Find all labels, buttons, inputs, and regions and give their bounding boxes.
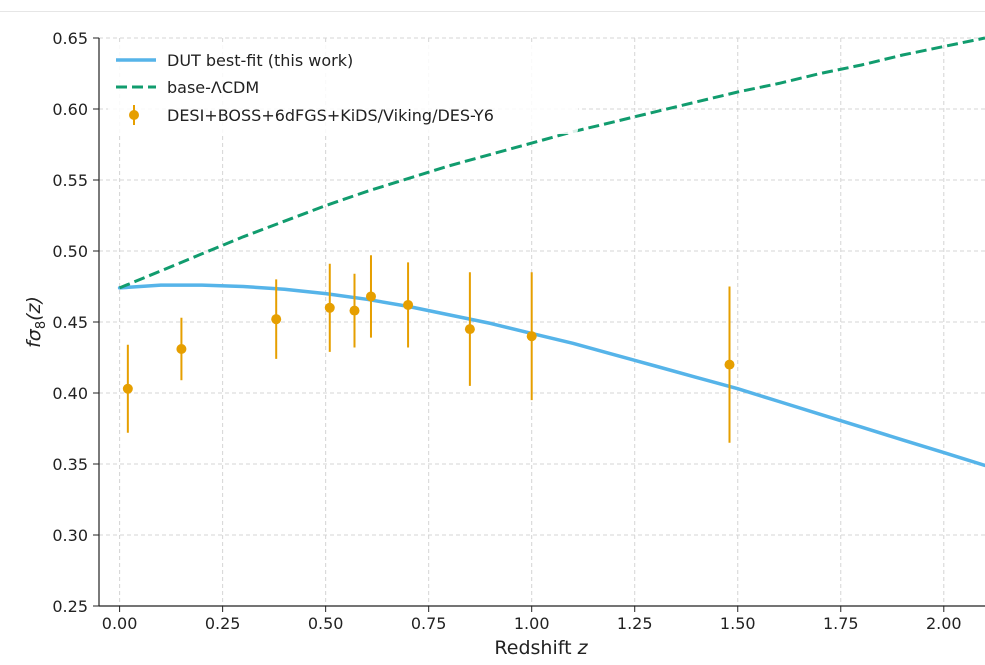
- top-divider: [0, 11, 985, 12]
- data-point: [365, 291, 376, 302]
- y-tick-label: 0.45: [52, 313, 88, 332]
- y-tick-label: 0.30: [52, 526, 88, 545]
- y-tick-label: 0.55: [52, 171, 88, 190]
- x-tick-label: 0.50: [308, 614, 344, 633]
- x-tick-label: 0.75: [411, 614, 447, 633]
- y-tick-label: 0.40: [52, 384, 88, 403]
- legend-label-lcdm: base-ΛCDM: [167, 78, 259, 97]
- data-point: [724, 359, 735, 370]
- data-point: [403, 299, 414, 310]
- x-tick-label: 0.00: [102, 614, 138, 633]
- ticks: 0.00 0.25 0.50 0.75 1.00 1.25 1.50 1.75 2.00 0.25…: [52, 29, 961, 633]
- data-point: [349, 305, 360, 316]
- dut-bestfit-line: [117, 283, 985, 468]
- legend-swatch-data-marker: [129, 110, 139, 120]
- lcdm-line: [119, 36, 985, 290]
- x-tick-label: 1.75: [823, 614, 859, 633]
- legend-box: [108, 44, 578, 134]
- data-point: [122, 383, 133, 394]
- series-layer: [117, 36, 985, 468]
- x-tick-label: 1.50: [720, 614, 756, 633]
- legend-label-data: DESI+BOSS+6dFGS+KiDS/Viking/DES-Y6: [167, 106, 494, 125]
- y-tick-label: 0.65: [52, 29, 88, 48]
- y-tick-label: 0.50: [52, 242, 88, 261]
- y-tick-label: 0.60: [52, 100, 88, 119]
- legend-label-dut: DUT best-fit (this work): [167, 51, 353, 70]
- x-axis-label: Redshift z: [494, 637, 588, 659]
- x-tick-label: 0.25: [205, 614, 241, 633]
- data-point: [526, 331, 537, 342]
- legend: DUT best-fit (this work) base-ΛCDM DESI+…: [108, 44, 578, 134]
- data-point: [271, 314, 282, 325]
- y-tick-label: 0.35: [52, 455, 88, 474]
- x-tick-label: 2.00: [926, 614, 962, 633]
- data-point: [176, 343, 187, 354]
- x-tick-label: 1.00: [514, 614, 550, 633]
- x-tick-label: 1.25: [617, 614, 653, 633]
- data-point: [464, 324, 475, 335]
- y-tick-label: 0.25: [52, 597, 88, 616]
- data-point: [324, 302, 335, 313]
- y-axis-label: fσ8(z): [23, 296, 49, 348]
